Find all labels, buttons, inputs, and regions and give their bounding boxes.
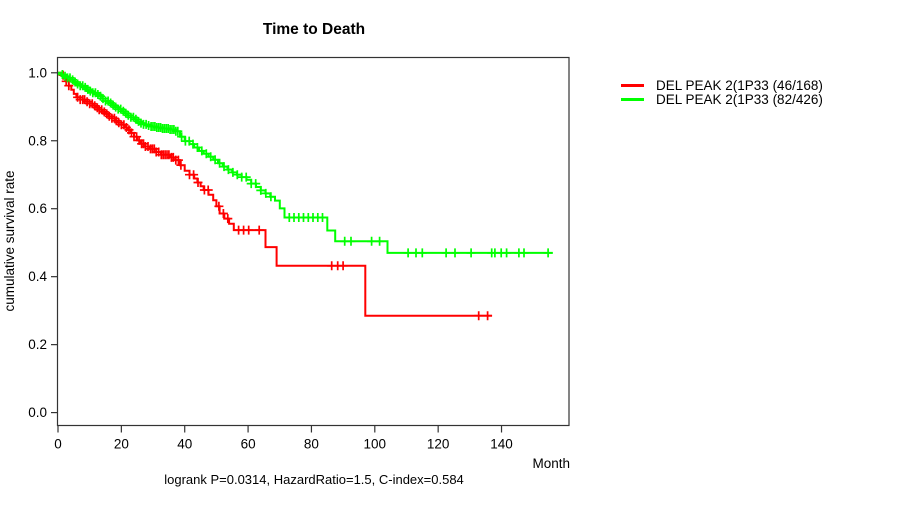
survival-curves — [57, 70, 553, 321]
legend: DEL PEAK 2(1P33 (46/168) DEL PEAK 2(1P33… — [621, 78, 823, 107]
x-tick-label: 20 — [114, 437, 129, 452]
x-tick-label: 120 — [427, 437, 450, 452]
x-axis-ticks: 0 20 40 60 80 100 120 140 — [54, 425, 513, 452]
y-tick-label: 0.4 — [28, 269, 47, 284]
y-tick-label: 0.2 — [28, 337, 47, 352]
y-tick-label: 0.0 — [28, 405, 47, 420]
x-tick-label: 60 — [241, 437, 256, 452]
stats-footer: logrank P=0.0314, HazardRatio=1.5, C-ind… — [164, 472, 464, 487]
y-axis-label: cumulative survival rate — [2, 170, 17, 311]
plot-box — [56, 56, 570, 427]
legend-label-group1: DEL PEAK 2(1P33 (46/168) — [656, 78, 823, 93]
x-tick-label: 80 — [304, 437, 319, 452]
y-tick-label: 0.8 — [28, 133, 47, 148]
x-tick-label: 100 — [364, 437, 387, 452]
y-tick-label: 0.6 — [28, 201, 47, 216]
x-tick-label: 0 — [54, 437, 62, 452]
survival-curve-group2 — [58, 71, 553, 254]
x-axis-label: Month — [532, 456, 570, 471]
legend-label-group2: DEL PEAK 2(1P33 (82/426) — [656, 92, 823, 107]
y-axis-ticks: 0.0 0.2 0.4 0.6 0.8 1.0 — [28, 65, 58, 420]
y-tick-label: 1.0 — [28, 65, 47, 80]
censor-ticks-group2 — [57, 70, 553, 258]
x-tick-label: 40 — [177, 437, 192, 452]
x-tick-label: 140 — [490, 437, 513, 452]
chart-title: Time to Death — [263, 21, 365, 38]
